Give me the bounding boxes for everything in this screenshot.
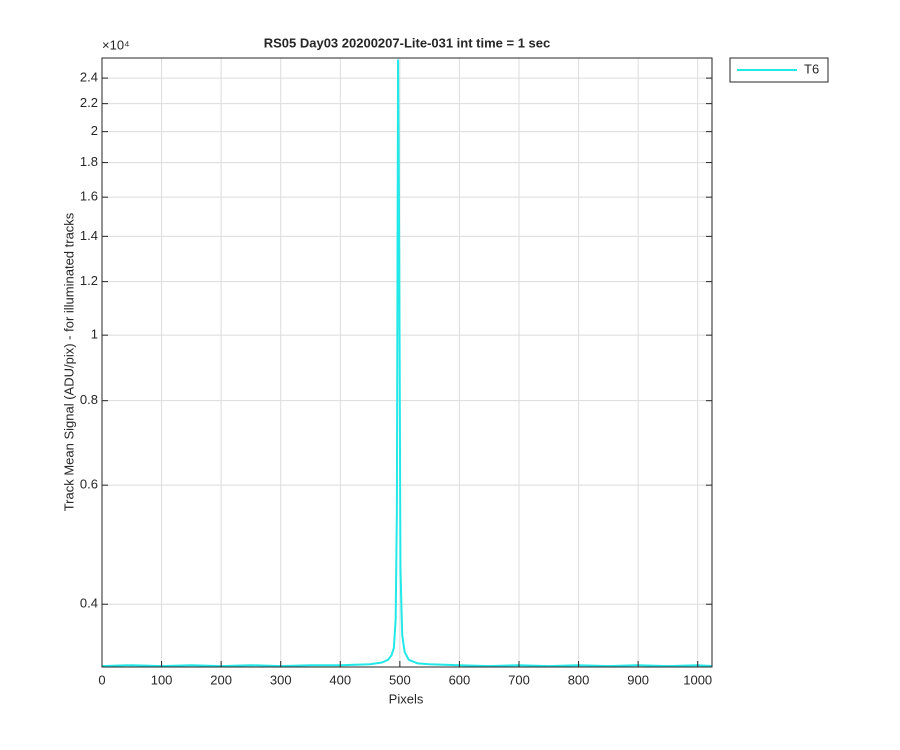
data-line — [102, 59, 712, 667]
axes-box — [101, 57, 713, 668]
y-tick-label: 0.8 — [80, 392, 98, 407]
chart-title: RS05 Day03 20200207-Lite-031 int time = … — [264, 35, 551, 50]
x-tick-label: 400 — [329, 672, 351, 687]
y-tick-label: 1.8 — [80, 154, 98, 169]
y-tick-label: 0.4 — [80, 596, 98, 611]
x-tick-label: 800 — [568, 672, 590, 687]
ticks: 0 100 200 300 400 500 600 700 800 900 1000 0.4 0.6 0.… — [80, 70, 712, 688]
y-axis-label: Track Mean Signal (ADU/pix) - for illumi… — [61, 212, 76, 511]
y-tick-label: 1.6 — [80, 189, 98, 204]
legend: T6 — [729, 57, 829, 83]
x-tick-label: 0 — [98, 672, 105, 687]
y-tick-label: 2 — [91, 123, 98, 138]
y-tick-label: 2.2 — [80, 95, 98, 110]
x-tick-label: 300 — [270, 672, 292, 687]
x-tick-label: 900 — [627, 672, 649, 687]
x-tick-label: 500 — [389, 672, 411, 687]
y-tick-label: 2.4 — [80, 70, 98, 85]
plot-area — [102, 59, 712, 667]
y-tick-label: 1.4 — [80, 228, 98, 243]
y-exponent: ×10⁴ — [102, 37, 130, 52]
x-tick-label: 1000 — [683, 672, 712, 687]
legend-label: T6 — [804, 61, 819, 76]
grid — [101, 58, 712, 667]
x-tick-label: 100 — [151, 672, 173, 687]
x-tick-label: 700 — [508, 672, 530, 687]
x-tick-label: 600 — [449, 672, 471, 687]
y-tick-label: 1.2 — [80, 273, 98, 288]
x-axis-label: Pixels — [389, 691, 424, 706]
y-tick-label: 1 — [91, 327, 98, 342]
x-tick-label: 200 — [210, 672, 232, 687]
y-tick-label: 0.6 — [80, 477, 98, 492]
